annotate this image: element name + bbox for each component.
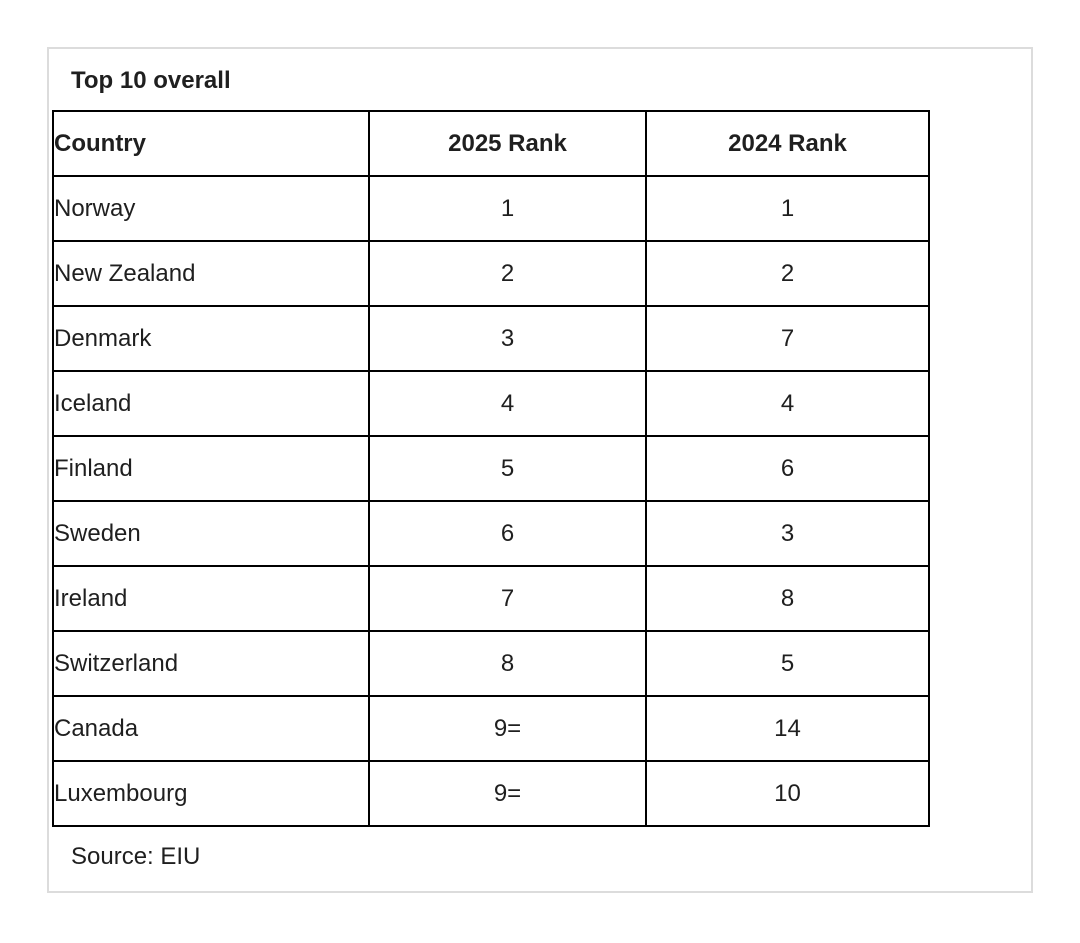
country-cell: Iceland — [52, 370, 370, 437]
table-row: Canada 9= 14 — [52, 695, 930, 762]
rank-2024-cell: 6 — [645, 435, 930, 502]
table-row: Sweden 6 3 — [52, 500, 930, 567]
column-header-2024-rank: 2024 Rank — [645, 110, 930, 177]
rank-2025-cell: 9= — [368, 695, 647, 762]
country-cell: New Zealand — [52, 240, 370, 307]
rank-2024-cell: 5 — [645, 630, 930, 697]
rank-2025-cell: 9= — [368, 760, 647, 827]
table-row: Switzerland 8 5 — [52, 630, 930, 697]
table-row: Iceland 4 4 — [52, 370, 930, 437]
table-row: Ireland 7 8 — [52, 565, 930, 632]
source-note: Source: EIU — [71, 843, 201, 870]
country-cell: Ireland — [52, 565, 370, 632]
country-cell: Sweden — [52, 500, 370, 567]
table-card: Top 10 overall Country 2025 Rank 2024 Ra… — [47, 47, 1033, 893]
table-row: Denmark 3 7 — [52, 305, 930, 372]
rank-2024-cell: 10 — [645, 760, 930, 827]
rank-2025-cell: 6 — [368, 500, 647, 567]
table-row: Finland 5 6 — [52, 435, 930, 502]
rank-2025-cell: 7 — [368, 565, 647, 632]
rank-table: Country 2025 Rank 2024 Rank Norway 1 1 New … — [52, 110, 930, 827]
table-row: Luxembourg 9= 10 — [52, 760, 930, 827]
country-cell: Luxembourg — [52, 760, 370, 827]
rank-2024-cell: 8 — [645, 565, 930, 632]
rank-2024-cell: 2 — [645, 240, 930, 307]
rank-2025-cell: 5 — [368, 435, 647, 502]
rank-2024-cell: 1 — [645, 175, 930, 242]
column-header-2025-rank: 2025 Rank — [368, 110, 647, 177]
country-cell: Canada — [52, 695, 370, 762]
country-cell: Norway — [52, 175, 370, 242]
rank-2025-cell: 2 — [368, 240, 647, 307]
country-cell: Switzerland — [52, 630, 370, 697]
table-row: New Zealand 2 2 — [52, 240, 930, 307]
rank-2025-cell: 8 — [368, 630, 647, 697]
rank-2025-cell: 4 — [368, 370, 647, 437]
rank-2024-cell: 4 — [645, 370, 930, 437]
country-cell: Denmark — [52, 305, 370, 372]
table-title: Top 10 overall — [71, 67, 231, 94]
rank-2024-cell: 7 — [645, 305, 930, 372]
country-cell: Finland — [52, 435, 370, 502]
rank-2024-cell: 3 — [645, 500, 930, 567]
table-row: Norway 1 1 — [52, 175, 930, 242]
column-header-country: Country — [52, 110, 370, 177]
header-row: Country 2025 Rank 2024 Rank — [52, 110, 930, 177]
rank-2024-cell: 14 — [645, 695, 930, 762]
rank-2025-cell: 3 — [368, 305, 647, 372]
table-body: Norway 1 1 New Zealand 2 2 Denmark 3 7 Iceland 4 4 F… — [52, 175, 930, 827]
rank-2025-cell: 1 — [368, 175, 647, 242]
